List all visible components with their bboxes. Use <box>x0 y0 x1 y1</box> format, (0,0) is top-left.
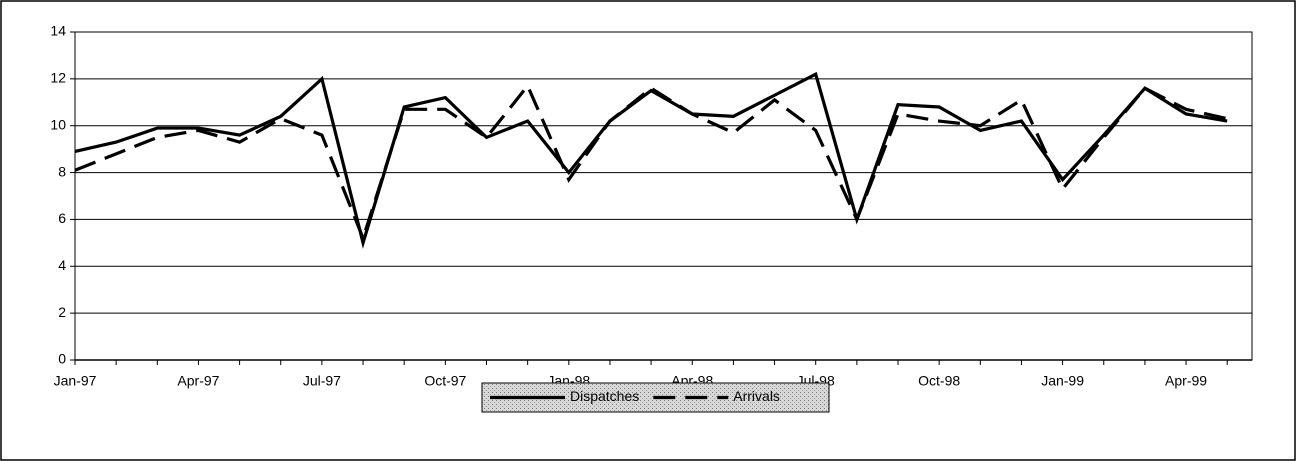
y-tick-label: 4 <box>58 257 66 273</box>
x-tick-label: Apr-99 <box>1165 373 1207 389</box>
y-tick-label: 0 <box>58 351 66 367</box>
x-tick-label: Oct-98 <box>918 373 960 389</box>
x-tick-label: Jul-97 <box>303 373 341 389</box>
y-tick-label: 12 <box>50 70 66 86</box>
y-tick-label: 2 <box>58 304 66 320</box>
y-tick-label: 10 <box>50 116 66 132</box>
series-line <box>74 82 1228 243</box>
x-tick-label: Jan-97 <box>54 373 97 389</box>
y-tick-label: 6 <box>58 210 66 226</box>
x-tick-label: Apr-97 <box>177 373 219 389</box>
x-tick-label: Oct-97 <box>424 373 466 389</box>
legend-label: Arrivals <box>733 388 780 404</box>
plot-area <box>74 31 1253 361</box>
series-line <box>74 71 1228 249</box>
y-tick-label: 8 <box>58 163 66 179</box>
legend-label: Dispatches <box>570 388 639 404</box>
y-tick-label: 14 <box>50 23 66 39</box>
x-tick-label: Jan-99 <box>1041 373 1084 389</box>
